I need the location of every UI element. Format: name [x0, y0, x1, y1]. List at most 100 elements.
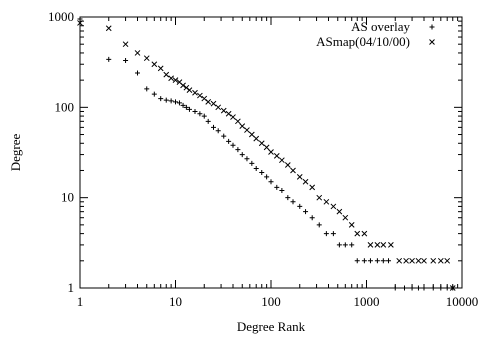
data-point: [176, 100, 182, 106]
x-axis-title: Degree Rank: [237, 319, 306, 334]
data-point: [215, 104, 222, 111]
data-point: [268, 179, 274, 185]
data-point: [380, 242, 387, 248]
legend-marker-as-overlay: [429, 24, 435, 30]
data-point: [316, 194, 323, 201]
data-point: [163, 71, 170, 78]
data-point: [374, 258, 380, 264]
legend-label-as-overlay: AS overlay: [351, 19, 410, 34]
data-point: [403, 257, 409, 264]
data-point: [186, 106, 192, 112]
data-point: [336, 242, 342, 248]
data-point: [253, 166, 259, 172]
data-point: [361, 258, 367, 264]
series-asmap: [77, 20, 456, 291]
data-point: [374, 242, 381, 248]
data-point: [415, 257, 422, 264]
data-point: [134, 50, 141, 56]
data-point: [211, 124, 217, 130]
data-point: [380, 258, 386, 264]
data-point: [354, 258, 360, 264]
data-point: [168, 75, 174, 82]
data-point: [274, 184, 280, 190]
data-point: [192, 89, 198, 96]
x-tick-label: 10: [169, 294, 182, 309]
y-tick-label: 10: [61, 190, 74, 205]
data-point: [197, 111, 203, 117]
data-point: [123, 57, 129, 63]
data-point: [249, 160, 255, 166]
data-point: [183, 104, 189, 110]
y-tick-label: 1000: [48, 9, 74, 24]
data-point: [163, 97, 169, 103]
legend-marker-asmap: [429, 39, 435, 45]
data-point: [180, 102, 186, 108]
data-point: [309, 184, 316, 191]
data-point: [290, 199, 296, 205]
data-point: [259, 169, 265, 175]
data-point: [336, 208, 343, 215]
axes: 1 10 100 1000 10000 1 10 100 1000: [48, 9, 478, 309]
data-point: [143, 55, 150, 62]
data-point: [201, 113, 207, 119]
data-point: [297, 203, 303, 209]
data-point: [158, 96, 164, 102]
data-point: [342, 214, 349, 221]
data-point: [253, 135, 260, 142]
data-point: [302, 178, 309, 185]
data-point: [105, 25, 112, 32]
data-point: [192, 108, 198, 114]
y-axis-title: Degree: [8, 134, 23, 172]
data-point: [279, 157, 285, 164]
data-point: [210, 100, 217, 107]
data-point: [330, 203, 337, 210]
data-point: [316, 222, 322, 228]
data-point: [430, 257, 437, 264]
plot-area: [77, 16, 456, 291]
data-point: [323, 198, 330, 205]
data-point: [239, 152, 245, 158]
data-point: [106, 56, 112, 62]
legend: AS overlay ASmap(04/10/00): [316, 19, 435, 49]
data-point: [122, 41, 129, 48]
data-point: [284, 162, 291, 168]
data-point: [263, 144, 270, 151]
data-point: [273, 153, 280, 159]
data-point: [444, 257, 451, 264]
x-tick-label: 100: [261, 294, 281, 309]
data-point: [180, 82, 186, 89]
data-point: [197, 92, 203, 99]
data-point: [388, 242, 394, 248]
data-point: [342, 242, 348, 248]
data-point: [151, 91, 157, 97]
data-point: [230, 114, 236, 120]
data-point: [225, 110, 232, 117]
y-tick-label: 100: [55, 99, 75, 114]
data-point: [367, 258, 373, 264]
data-point: [361, 230, 368, 237]
data-point: [221, 133, 227, 139]
data-point: [226, 138, 232, 144]
data-point: [220, 107, 227, 114]
x-tick-label: 1000: [354, 294, 380, 309]
data-point: [323, 231, 329, 237]
data-point: [244, 127, 250, 133]
data-point: [290, 167, 296, 174]
data-point: [151, 61, 158, 68]
data-point: [205, 118, 211, 124]
data-point: [248, 131, 255, 138]
series-as-overlay: [77, 16, 456, 291]
x-tick-label: 1: [77, 294, 84, 309]
x-tick-label: 10000: [446, 294, 479, 309]
data-point: [172, 77, 179, 83]
data-point: [285, 195, 291, 201]
data-point: [348, 222, 355, 228]
data-point: [244, 156, 250, 162]
data-point: [258, 140, 265, 147]
data-point: [230, 142, 236, 148]
data-point: [349, 242, 355, 248]
y-tick-label: 1: [68, 280, 75, 295]
data-point: [309, 215, 315, 221]
data-point: [264, 174, 270, 180]
